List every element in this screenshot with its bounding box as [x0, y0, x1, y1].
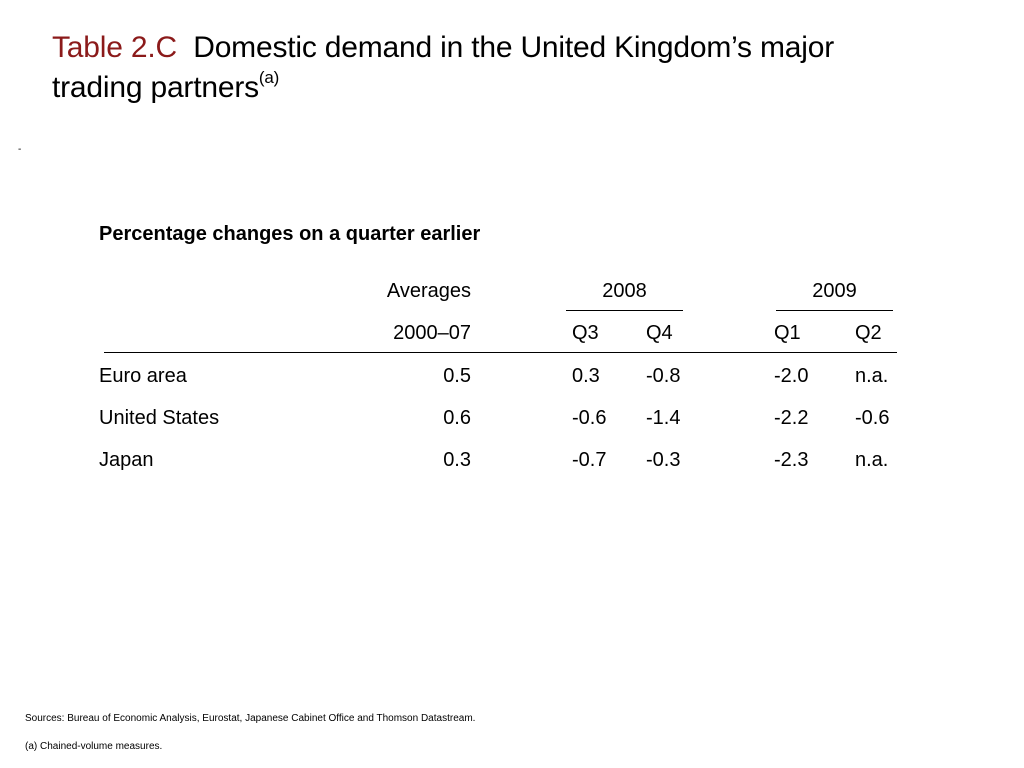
header-q1: Q1 [774, 322, 801, 344]
row-q4-2008: -1.4 [646, 407, 681, 429]
row-q3-2008: -0.7 [572, 449, 607, 471]
row-average: 0.6 [443, 407, 471, 429]
row-q1-2009: -2.2 [774, 407, 809, 429]
row-q2-2009: n.a. [855, 449, 889, 471]
table-subtitle: Percentage changes on a quarter earlier [99, 223, 481, 245]
year-2008-underline [566, 310, 683, 311]
header-q2: Q2 [855, 322, 882, 344]
row-region: United States [99, 407, 220, 429]
header-averages: Averages [386, 280, 471, 302]
row-q2-2009: -0.6 [855, 407, 890, 429]
header-q3: Q3 [572, 322, 599, 344]
title-text-line2: trading partners [52, 71, 259, 104]
year-2009-underline [776, 310, 893, 311]
table-label: Table 2.C [52, 31, 177, 64]
row-average: 0.3 [443, 449, 471, 471]
row-average: 0.5 [443, 365, 471, 387]
title-footnote-marker: (a) [258, 68, 280, 87]
row-region: Euro area [99, 365, 187, 387]
stray-mark: - [18, 144, 22, 155]
chained-volume-footnote: (a) Chained-volume measures. [25, 741, 163, 752]
row-q4-2008: -0.8 [646, 365, 681, 387]
row-q3-2008: 0.3 [572, 365, 600, 387]
page-title: Table 2.C Domestic demand in the United … [52, 28, 992, 108]
row-region: Japan [99, 449, 154, 471]
title-text-line1: Domestic demand in the United Kingdom’s … [193, 31, 834, 64]
sources-footnote: Sources: Bureau of Economic Analysis, Eu… [25, 713, 476, 724]
row-q4-2008: -0.3 [646, 449, 681, 471]
header-year-2009: 2009 [812, 280, 857, 302]
header-year-2008: 2008 [602, 280, 647, 302]
row-q1-2009: -2.0 [774, 365, 809, 387]
header-rule [104, 352, 897, 353]
row-q1-2009: -2.3 [774, 449, 809, 471]
header-q4: Q4 [646, 322, 673, 344]
header-period: 2000–07 [393, 322, 471, 344]
row-q3-2008: -0.6 [572, 407, 607, 429]
row-q2-2009: n.a. [855, 365, 889, 387]
